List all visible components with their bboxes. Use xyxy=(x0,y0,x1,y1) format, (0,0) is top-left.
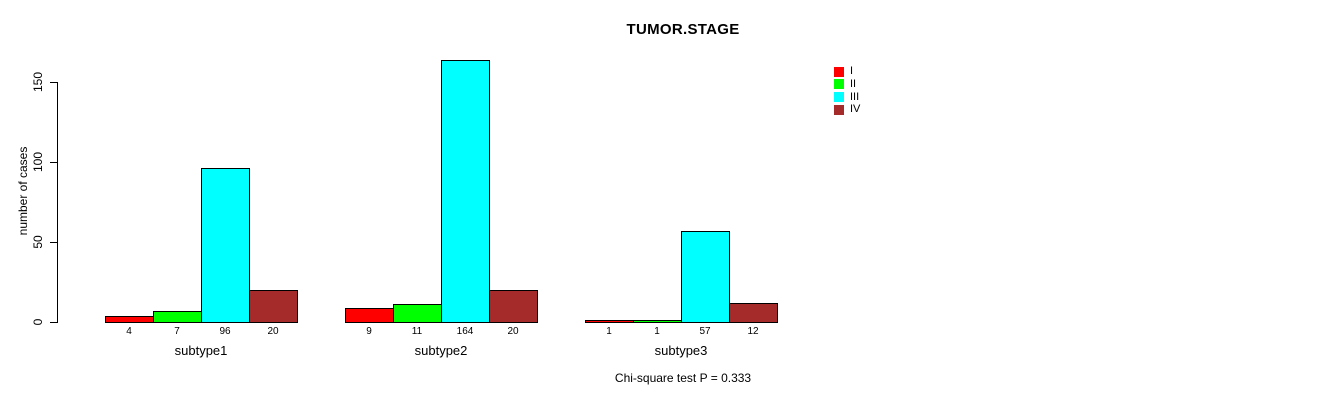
legend-swatch-I xyxy=(834,66,844,77)
bar-value-label: 57 xyxy=(699,326,711,337)
y-axis-line xyxy=(57,82,58,323)
y-tick-label: 100 xyxy=(31,151,45,173)
y-axis-tick xyxy=(50,322,57,323)
footnote: Chi-square test P = 0.333 xyxy=(614,371,752,385)
legend-swatch-III xyxy=(834,92,844,103)
bar-value-label: 96 xyxy=(219,326,231,337)
bar-III-subtype3 xyxy=(681,230,730,323)
legend-item-III: III xyxy=(834,90,860,103)
bar-IV-subtype2 xyxy=(489,290,538,323)
y-tick-label: 150 xyxy=(31,71,45,93)
bar-II-subtype3 xyxy=(633,320,682,323)
category-label-subtype1: subtype1 xyxy=(174,343,228,358)
bar-I-subtype2 xyxy=(345,307,394,323)
bar-value-label: 11 xyxy=(411,326,423,337)
legend-item-IV: IV xyxy=(834,104,860,115)
legend-label: III xyxy=(850,90,860,103)
y-axis-tick xyxy=(50,162,57,163)
chart-title: TUMOR.STAGE xyxy=(626,21,740,38)
bar-I-subtype3 xyxy=(585,320,634,323)
y-axis-tick xyxy=(50,82,57,83)
bar-value-label: 20 xyxy=(267,326,279,337)
bar-IV-subtype1 xyxy=(249,290,298,323)
bar-value-label: 4 xyxy=(126,326,132,337)
bar-III-subtype1 xyxy=(201,168,250,323)
bar-II-subtype1 xyxy=(153,310,202,323)
legend-swatch-II xyxy=(834,79,844,90)
bar-value-label: 164 xyxy=(456,326,474,337)
bar-III-subtype2 xyxy=(441,59,490,323)
y-axis-label: number of cases xyxy=(16,146,30,236)
y-tick-label: 0 xyxy=(31,318,45,326)
category-label-subtype3: subtype3 xyxy=(654,343,708,358)
bar-value-label: 1 xyxy=(654,326,660,337)
bar-value-label: 20 xyxy=(507,326,519,337)
legend-label: IV xyxy=(850,103,861,116)
bar-value-label: 7 xyxy=(174,326,180,337)
bar-value-label: 9 xyxy=(366,326,372,337)
bar-value-label: 12 xyxy=(747,326,759,337)
legend-item-I: I xyxy=(834,66,853,77)
legend-label: II xyxy=(850,77,857,90)
y-tick-label: 50 xyxy=(31,235,45,249)
legend-label: I xyxy=(850,65,854,77)
bar-I-subtype1 xyxy=(105,315,154,323)
category-label-subtype2: subtype2 xyxy=(414,343,468,358)
legend-swatch-IV xyxy=(834,104,844,115)
bar-II-subtype2 xyxy=(393,304,442,323)
legend-item-II: II xyxy=(834,77,857,90)
bar-IV-subtype3 xyxy=(729,302,778,323)
y-axis-tick xyxy=(50,242,57,243)
bar-value-label: 1 xyxy=(606,326,612,337)
